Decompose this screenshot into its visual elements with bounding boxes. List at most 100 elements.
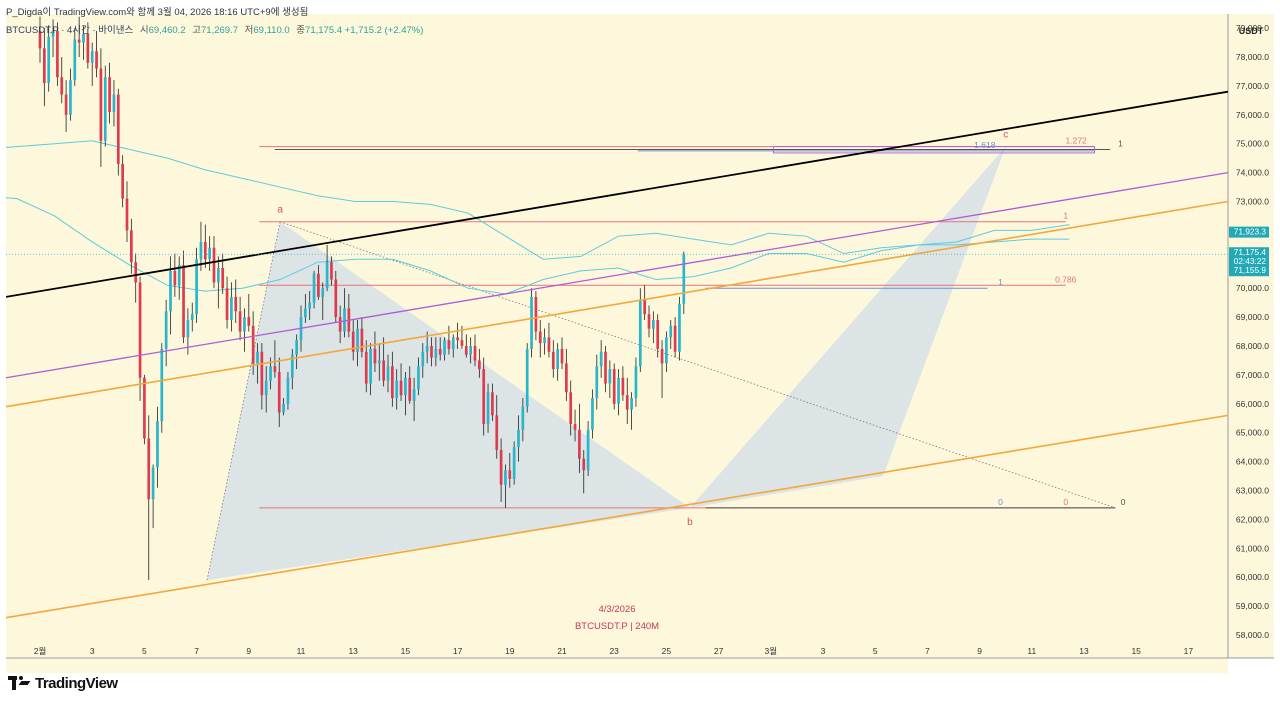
candle-body[interactable] (369, 348, 372, 384)
footer-brand[interactable]: TradingView (8, 672, 118, 694)
lower-band-line[interactable] (0, 31, 1070, 295)
candle[interactable] (595, 354, 599, 410)
candle-body[interactable] (617, 377, 620, 404)
candle-body[interactable] (656, 319, 660, 349)
candle-body[interactable] (317, 273, 320, 297)
candle-body[interactable] (330, 262, 333, 280)
candle-body[interactable] (134, 262, 138, 283)
candle-body[interactable] (591, 398, 594, 430)
candle[interactable] (643, 285, 646, 320)
candle[interactable] (330, 256, 333, 286)
candle[interactable] (312, 270, 316, 309)
candle-body[interactable] (408, 377, 412, 401)
candle[interactable] (203, 224, 207, 268)
candle-body[interactable] (103, 77, 107, 141)
candle-body[interactable] (47, 36, 51, 84)
candle-body[interactable] (647, 314, 651, 329)
candle[interactable] (134, 253, 138, 303)
candle-body[interactable] (282, 403, 285, 413)
candle-body[interactable] (630, 398, 633, 410)
candle-body[interactable] (412, 389, 416, 401)
fib-zone-box[interactable] (772, 146, 1095, 154)
candle[interactable] (499, 438, 503, 503)
candle-body[interactable] (473, 346, 477, 361)
candle-body[interactable] (612, 369, 616, 404)
candle-body[interactable] (277, 372, 281, 413)
candle-body[interactable] (538, 331, 542, 344)
candle-body[interactable] (338, 317, 342, 332)
candle-body[interactable] (225, 288, 229, 320)
candle-body[interactable] (573, 424, 577, 430)
candle[interactable] (656, 314, 660, 358)
candle[interactable] (665, 331, 668, 373)
candle[interactable] (660, 340, 664, 399)
candle[interactable] (521, 398, 525, 442)
candle[interactable] (282, 398, 285, 416)
candle-body[interactable] (395, 380, 399, 399)
candle[interactable] (621, 366, 625, 401)
candle[interactable] (391, 351, 394, 407)
candle-body[interactable] (269, 366, 272, 381)
candle-body[interactable] (621, 377, 625, 396)
candle[interactable] (238, 296, 242, 341)
candle[interactable] (64, 80, 68, 133)
candle[interactable] (612, 363, 616, 410)
candle[interactable] (351, 319, 355, 361)
candle-body[interactable] (534, 296, 538, 332)
candle-body[interactable] (643, 299, 646, 315)
candle-body[interactable] (143, 377, 146, 439)
candle-body[interactable] (234, 296, 238, 312)
candle-body[interactable] (251, 325, 255, 364)
candle-body[interactable] (652, 319, 655, 329)
candle[interactable] (321, 282, 325, 320)
candle[interactable] (90, 42, 94, 86)
time-axis[interactable] (6, 659, 1228, 673)
candle[interactable] (369, 343, 372, 396)
candle-body[interactable] (404, 377, 407, 396)
candle-body[interactable] (256, 351, 259, 364)
candle-body[interactable] (160, 348, 164, 422)
currency-label[interactable]: USDT (1239, 26, 1264, 36)
candle[interactable] (573, 409, 577, 442)
candle[interactable] (138, 276, 142, 401)
candle[interactable] (164, 299, 168, 367)
candle-body[interactable] (547, 337, 551, 352)
candle-body[interactable] (90, 51, 94, 63)
candle[interactable] (325, 244, 329, 292)
candle[interactable] (417, 357, 420, 396)
candle[interactable] (569, 380, 573, 436)
candle[interactable] (143, 374, 146, 445)
candle-body[interactable] (73, 39, 77, 81)
candle-body[interactable] (478, 360, 481, 370)
candle-body[interactable] (582, 458, 586, 471)
candle[interactable] (421, 343, 425, 378)
candle-body[interactable] (264, 380, 268, 396)
candle[interactable] (173, 253, 177, 297)
candle[interactable] (434, 337, 438, 367)
candle-body[interactable] (356, 328, 359, 352)
candle-body[interactable] (203, 241, 207, 260)
candle-body[interactable] (164, 311, 168, 349)
candle[interactable] (364, 340, 368, 393)
candle-body[interactable] (660, 348, 664, 364)
price-label[interactable]: 02:43:22 (1234, 256, 1267, 266)
candle[interactable] (217, 256, 220, 309)
candle[interactable] (399, 363, 403, 401)
price-label[interactable]: 71,155.9 (1234, 265, 1267, 275)
candle-body[interactable] (169, 270, 172, 312)
candle[interactable] (116, 88, 120, 176)
candle[interactable] (473, 334, 477, 367)
candle-body[interactable] (286, 377, 290, 404)
candle-body[interactable] (682, 254, 686, 304)
pattern-leg-xa[interactable] (206, 221, 281, 581)
candle[interactable] (652, 311, 655, 344)
candle-body[interactable] (121, 163, 124, 199)
candle-body[interactable] (464, 346, 468, 355)
candle[interactable] (586, 421, 590, 477)
purple-trendline[interactable] (6, 171, 1228, 379)
candle[interactable] (308, 291, 312, 320)
candle[interactable] (208, 236, 211, 271)
candle-body[interactable] (60, 77, 64, 95)
candle[interactable] (56, 22, 59, 86)
candle[interactable] (295, 334, 298, 370)
